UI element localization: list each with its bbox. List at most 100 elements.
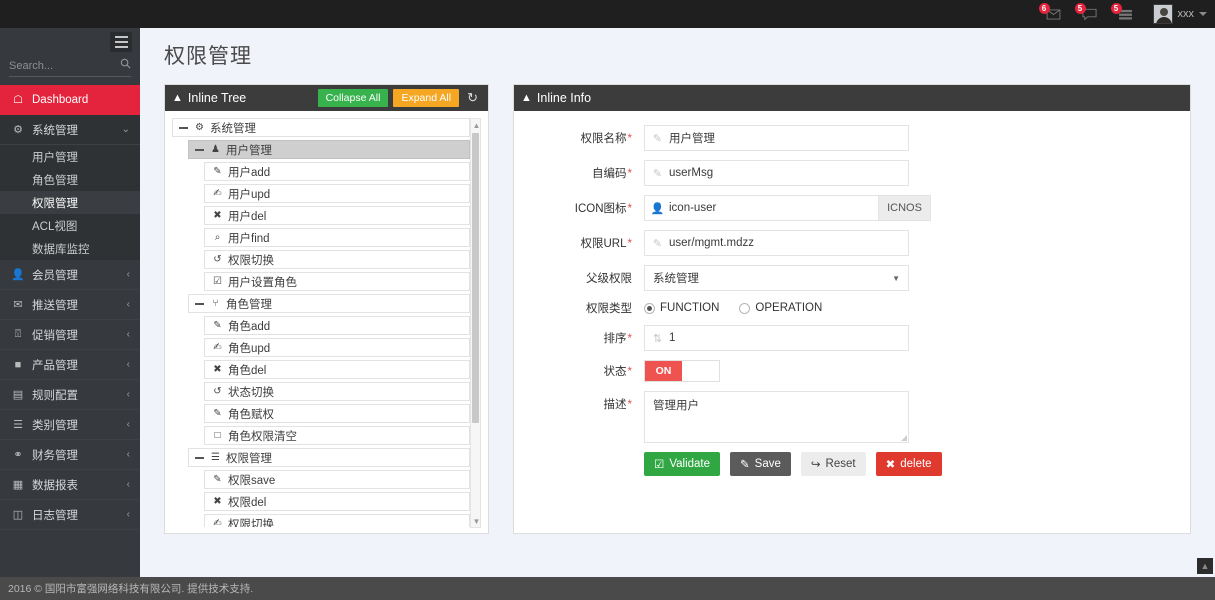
field-control-type: FUNCTION OPERATION (644, 302, 1190, 314)
label-text: 权限类型 (586, 303, 632, 315)
radio-operation[interactable]: OPERATION (739, 302, 822, 314)
radio-function[interactable]: FUNCTION (644, 302, 719, 314)
tree-node[interactable]: ↺ 状态切换 (204, 382, 470, 401)
reset-button[interactable]: ↪ Reset (800, 452, 866, 476)
tree-node[interactable]: ✖ 角色del (204, 360, 470, 379)
sidebar-nav: ☖ Dashboard ⚙ 系统管理 ⌄ 用户管理 角色管理 权限管理 ACL视… (0, 85, 147, 530)
tree-node[interactable]: ♟ 用户管理 (188, 140, 470, 159)
tasks-icon[interactable]: 5 (1110, 3, 1137, 22)
tree-scrollbar[interactable]: ▲ ▼ (470, 118, 481, 528)
envelope-icon[interactable]: 6 (1038, 3, 1065, 22)
collapse-toggle-icon[interactable] (195, 299, 204, 308)
envelope-badge: 6 (1038, 3, 1050, 14)
tree-node-label: 角色赋权 (228, 408, 274, 421)
tree-node-label: 权限管理 (226, 452, 272, 465)
parent-permission-select[interactable]: 系统管理 ▼ (644, 265, 909, 291)
tree-node[interactable]: ✍ 权限切换 (204, 514, 470, 527)
tree-node[interactable]: ✖ 用户del (204, 206, 470, 225)
tree-node[interactable]: ↺ 权限切换 (204, 250, 470, 269)
scroll-up-icon[interactable]: ▲ (472, 120, 481, 130)
tree-node[interactable]: ✍ 角色upd (204, 338, 470, 357)
sidebar-item-user-mgmt[interactable]: 用户管理 (0, 145, 140, 168)
content-row: ▲ Inline Tree Collapse All Expand All ↻ … (140, 70, 1215, 534)
validate-button[interactable]: ☑ Validate (644, 452, 721, 476)
search-icon[interactable] (120, 58, 131, 72)
user-menu[interactable]: xxx (1152, 4, 1207, 24)
tree-node-label: 用户add (228, 166, 271, 179)
sidebar-item-member-mgmt[interactable]: 👤 会员管理 ‹ (0, 260, 140, 290)
sidebar-item-role-mgmt[interactable]: 角色管理 (0, 168, 140, 191)
scroll-down-icon[interactable]: ▼ (472, 516, 481, 526)
tree-node[interactable]: ☑ 用户设置角色 (204, 272, 470, 291)
user-icon: 👤 (11, 269, 25, 281)
tree-node[interactable]: ✍ 用户upd (204, 184, 470, 203)
field-label-icon: ICON图标* (514, 200, 644, 216)
collapse-toggle-icon[interactable] (179, 123, 188, 132)
reply-icon: ↪ (810, 459, 821, 471)
tree-node[interactable]: ✖ 权限del (204, 492, 470, 511)
field-control-icon: 👤 icon-user ICNOS (644, 195, 1190, 221)
radio-label: FUNCTION (660, 302, 720, 314)
sidebar-item-log-mgmt[interactable]: ◫ 日志管理 ‹ (0, 500, 140, 530)
tree-node[interactable]: ⌕ 用户find (204, 228, 470, 247)
list-icon: ☰ (13, 419, 23, 431)
save-button[interactable]: ✎ Save (730, 452, 791, 476)
save-button-label: Save (754, 458, 781, 470)
status-toggle[interactable]: ON (644, 360, 720, 382)
tree-node-label: 角色管理 (226, 298, 272, 311)
comment-icon[interactable]: 5 (1074, 3, 1101, 22)
refresh-icon[interactable]: ↻ (464, 91, 481, 105)
tree-node[interactable]: ☰ 权限管理 (188, 448, 470, 467)
tree-node[interactable]: ✎ 角色赋权 (204, 404, 470, 423)
expand-all-button[interactable]: Expand All (393, 89, 460, 107)
tree-scrollbar-thumb[interactable] (472, 133, 479, 423)
tree-node[interactable]: ✎ 角色add (204, 316, 470, 335)
sidebar-item-label: 数据报表 (32, 479, 78, 492)
sidebar-item-rule-config[interactable]: ▤ 规则配置 ‹ (0, 380, 140, 410)
tree-node[interactable]: ⑂ 角色管理 (188, 294, 470, 313)
tree-node[interactable]: ✎ 用户add (204, 162, 470, 181)
submenu-label: 数据库监控 (32, 243, 90, 256)
permission-code-input[interactable]: ✎ userMsg (644, 160, 909, 186)
permission-name-input[interactable]: ✎ 用户管理 (644, 125, 909, 151)
hamburger-icon[interactable] (110, 32, 132, 52)
sidebar-item-data-report[interactable]: ▦ 数据报表 ‹ (0, 470, 140, 500)
chevron-left-icon: ‹ (126, 389, 130, 400)
sidebar-item-category-mgmt[interactable]: ☰ 类别管理 ‹ (0, 410, 140, 440)
tree-node[interactable]: ⚙ 系统管理 (172, 118, 470, 137)
chevron-left-icon: ‹ (126, 359, 130, 370)
description-textarea[interactable]: 管理用户 (644, 391, 909, 443)
caret-down-icon: ▼ (892, 273, 900, 283)
sidebar-item-acl-view[interactable]: ACL视图 (0, 214, 140, 237)
sidebar-item-finance-mgmt[interactable]: ⚭ 财务管理 ‹ (0, 440, 140, 470)
sidebar-item-product-mgmt[interactable]: ■ 产品管理 ‹ (0, 350, 140, 380)
search-input[interactable] (9, 60, 109, 72)
permission-form: 权限名称* ✎ 用户管理 自编码* ✎ (514, 111, 1190, 533)
tree-node[interactable]: □ 角色权限清空 (204, 426, 470, 445)
delete-button[interactable]: ✖ delete (875, 452, 942, 476)
sidebar-item-push-mgmt[interactable]: ✉ 推送管理 ‹ (0, 290, 140, 320)
sidebar-item-permission-mgmt[interactable]: 权限管理 (0, 191, 140, 214)
permission-icon-input[interactable]: 👤 icon-user (644, 195, 879, 221)
sidebar-item-dashboard[interactable]: ☖ Dashboard (0, 85, 147, 115)
scroll-to-top-button[interactable]: ▲ (1197, 558, 1213, 574)
collapse-all-button[interactable]: Collapse All (317, 89, 389, 107)
sidebar-item-db-monitor[interactable]: 数据库监控 (0, 237, 140, 260)
field-row-parent: 父级权限 系统管理 ▼ (514, 265, 1190, 291)
chevron-left-icon: ‹ (126, 299, 130, 310)
collapse-toggle-icon[interactable] (195, 453, 204, 462)
permission-url-input[interactable]: ✎ user/mgmt.mdzz (644, 230, 909, 256)
status-toggle-on-label: ON (645, 361, 682, 381)
sidebar-item-label: 日志管理 (32, 509, 78, 522)
tree-panel-title: Inline Tree (187, 91, 247, 105)
sort-order-input[interactable]: ⇅ 1 (644, 325, 909, 351)
sidebar-item-promo-mgmt[interactable]: ⍔ 促销管理 ‹ (0, 320, 140, 350)
gears-icon: ⚙ (195, 122, 204, 133)
icnos-button[interactable]: ICNOS (879, 195, 931, 221)
check-square-icon: ☑ (654, 459, 665, 471)
sidebar-item-system-mgmt[interactable]: ⚙ 系统管理 ⌄ (0, 115, 140, 145)
tree-node[interactable]: ✎ 权限save (204, 470, 470, 489)
label-text: 权限名称 (580, 133, 627, 145)
tree-node-label: 权限切换 (228, 518, 274, 528)
collapse-toggle-icon[interactable] (195, 145, 204, 154)
